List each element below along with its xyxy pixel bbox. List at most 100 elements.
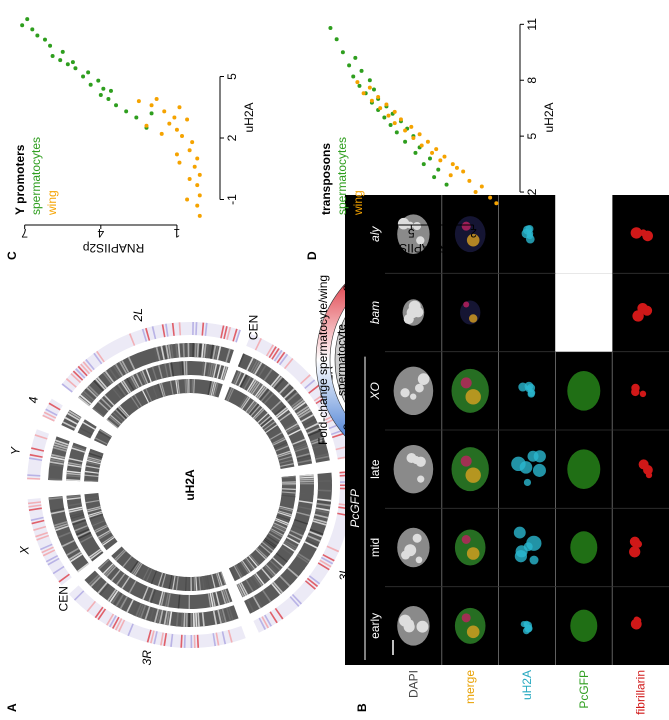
track-stripe [88, 548, 102, 558]
point [461, 169, 466, 174]
track-stripe [183, 361, 186, 376]
y-tick-label: 1 [173, 226, 180, 240]
track-stripe [237, 353, 245, 367]
track-stripe [221, 608, 227, 623]
track-stripe [168, 575, 173, 590]
track-stripe [296, 455, 311, 460]
track-stripe [159, 383, 165, 398]
track-stripe [103, 394, 115, 406]
track-stripe [281, 491, 296, 494]
point [25, 17, 30, 22]
uh2a-signal [511, 456, 526, 472]
heatmap-ring [68, 585, 246, 648]
empty-cell [555, 194, 613, 274]
track-stripe [68, 551, 82, 561]
track-stripe [91, 551, 104, 562]
point [473, 190, 478, 195]
heatmap-stripe [97, 608, 107, 621]
track-stripe [89, 451, 103, 457]
track-stripe [265, 424, 278, 434]
track-stripe [91, 518, 105, 525]
heatmap-stripe [145, 327, 151, 341]
heatmap-stripe [161, 324, 166, 338]
track-stripe [169, 380, 174, 395]
track-stripe [117, 383, 127, 397]
track-stripe [278, 382, 290, 395]
track-stripe [206, 575, 211, 590]
track-stripe [90, 550, 103, 560]
track-stripe [264, 537, 277, 547]
track-stripe [253, 573, 263, 587]
track-stripe [249, 381, 259, 394]
legend-entry: wing [45, 190, 59, 216]
track-stripe [277, 511, 292, 518]
track-stripe [148, 588, 155, 603]
heatmap-stripe [48, 402, 61, 411]
track-stripe [279, 459, 294, 464]
heatmap-stripe [215, 632, 220, 646]
track-stripe [66, 495, 81, 498]
pcgfp-signal [570, 531, 598, 564]
track-stripe [84, 474, 99, 477]
track-stripe [90, 575, 102, 588]
track-stripe [98, 559, 110, 570]
track-stripe [310, 436, 325, 443]
center-label: uH2A [183, 469, 197, 501]
point [425, 139, 430, 144]
track-stripe [135, 564, 144, 577]
track-stripe [282, 543, 296, 552]
y-tick-label: 4 [97, 226, 104, 240]
track-stripe [76, 530, 91, 538]
track-stripe [272, 376, 283, 388]
track-stripe [104, 370, 115, 383]
track-stripe [166, 593, 171, 608]
track-stripe [248, 379, 257, 393]
heatmap-stripe [192, 322, 194, 336]
track-stripe [85, 465, 100, 470]
track-stripe [86, 461, 101, 466]
track-stripe [201, 576, 205, 591]
track-stripe [102, 372, 113, 385]
track-stripe [67, 412, 80, 421]
scatter-panel: 1 4 7 -1 2 5 RNAPIIS2p uH2A Y promoters spermatoc… [13, 17, 256, 255]
track-stripe [55, 525, 69, 532]
track-stripe [71, 517, 86, 524]
track-stripe [50, 510, 65, 515]
heatmap-stripe [178, 322, 182, 336]
track-stripe [116, 407, 127, 419]
track-stripe [175, 379, 179, 394]
track-stripe [248, 555, 259, 568]
track-stripe [145, 388, 153, 402]
track-stripe [207, 362, 211, 377]
track-stripe [296, 405, 309, 415]
track-stripe [94, 525, 109, 534]
track-stripe [256, 547, 268, 559]
track-stripe [203, 343, 207, 358]
heatmap-stripe [52, 565, 65, 575]
track [224, 386, 295, 470]
track-stripe [299, 492, 314, 496]
track-stripe [308, 530, 323, 538]
track-stripe [158, 609, 164, 624]
track [84, 570, 239, 627]
track-stripe [299, 480, 314, 483]
track-stripe [224, 589, 231, 603]
track-stripe [75, 526, 89, 534]
track-stripe [79, 535, 93, 544]
point [479, 184, 484, 189]
heatmap-stripe [93, 352, 103, 365]
track-stripe [69, 553, 83, 563]
track-stripe [201, 361, 205, 376]
track-stripe [273, 377, 285, 390]
track-stripe [238, 373, 246, 387]
heatmap-stripe [30, 516, 44, 522]
heatmap-stripe [27, 501, 42, 505]
x-tick-label: 8 [525, 77, 539, 84]
track-stripe [225, 348, 231, 363]
point [355, 80, 360, 85]
track-stripe [132, 562, 142, 575]
chromocenter [417, 373, 430, 385]
panel-label: B [355, 703, 369, 712]
track-stripe [88, 510, 103, 516]
track-stripe [93, 379, 104, 392]
